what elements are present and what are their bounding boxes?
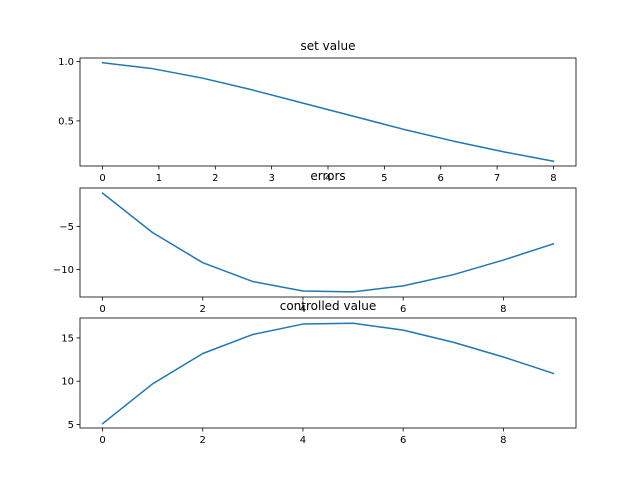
- x-tick-label: 0: [99, 173, 105, 184]
- x-tick-label: 5: [381, 173, 387, 184]
- series-line: [101, 322, 555, 425]
- subplot-2: errors 0 2 4 6 8 −5 −10: [53, 169, 577, 315]
- x-tick-label: 2: [200, 435, 206, 446]
- y-tick-label: 0.5: [58, 116, 74, 127]
- x-tick-label: 6: [438, 173, 444, 184]
- y-tick-label: 1.0: [58, 57, 74, 68]
- y-tick-label: 5: [68, 420, 74, 431]
- axes-frame: [79, 57, 577, 167]
- x-tick-label: 4: [300, 304, 306, 315]
- y-tick-label: −10: [53, 265, 74, 276]
- x-tick-label: 4: [300, 435, 306, 446]
- x-tick-label: 6: [400, 304, 406, 315]
- x-tick-label: 8: [500, 435, 506, 446]
- x-tick-label: 1: [156, 173, 162, 184]
- axes-frame: [79, 187, 577, 298]
- subplot-title: set value: [301, 39, 356, 53]
- series-line: [101, 192, 555, 293]
- x-tick-label: 7: [494, 173, 500, 184]
- x-tick-label: 3: [268, 173, 274, 184]
- subplot-3: controlled value 0 2 4 6 8 5 10 15: [61, 299, 577, 446]
- x-tick-label: 8: [500, 304, 506, 315]
- y-tick-label: 10: [61, 377, 74, 388]
- y-tick-label: −5: [59, 222, 74, 233]
- x-tick-label: 4: [325, 173, 331, 184]
- subplot-title: controlled value: [280, 299, 377, 313]
- x-tick-label: 2: [212, 173, 218, 184]
- subplot-1: set value 0 1 2 3 4 5 6 7 8 0.5 1.0: [58, 39, 577, 184]
- x-tick-label: 2: [200, 304, 206, 315]
- y-tick-label: 15: [61, 333, 74, 344]
- x-tick-label: 0: [99, 435, 105, 446]
- series-line: [101, 61, 555, 163]
- x-tick-label: 0: [99, 304, 105, 315]
- x-tick-label: 6: [400, 435, 406, 446]
- x-tick-label: 8: [550, 173, 556, 184]
- axes-frame: [79, 317, 577, 429]
- subplot-title: errors: [310, 169, 345, 183]
